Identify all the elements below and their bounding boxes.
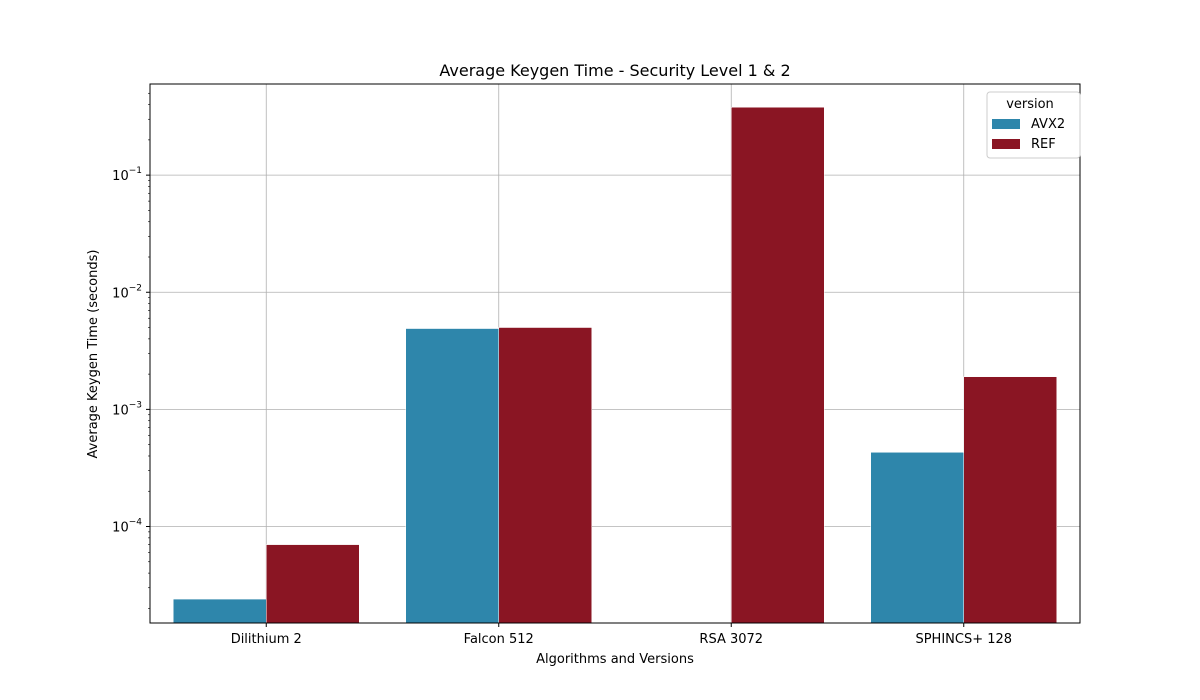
y-ticks: 10−4 10−3 10−2 10−1 xyxy=(112,92,150,609)
y-tick-label: 10−2 xyxy=(112,283,142,301)
x-tick-label: Falcon 512 xyxy=(464,632,534,647)
y-tick-label: 10−4 xyxy=(112,518,142,536)
bar-ref-3 xyxy=(963,376,1057,624)
chart-title: Average Keygen Time - Security Level 1 &… xyxy=(439,61,790,80)
bar-avx2-1 xyxy=(405,328,499,624)
legend-label-ref: REF xyxy=(1031,137,1056,152)
bar-avx2-3 xyxy=(870,452,964,624)
legend-swatch-avx2 xyxy=(992,119,1020,129)
bar-ref-2 xyxy=(731,106,825,624)
bar-ref-0 xyxy=(266,544,360,624)
x-tick-label: Dilithium 2 xyxy=(231,632,302,647)
x-tick-label: SPHINCS+ 128 xyxy=(915,632,1012,647)
bar-ref-1 xyxy=(498,327,592,624)
legend: version AVX2 REF xyxy=(986,91,1081,159)
y-tick-label: 10−1 xyxy=(112,166,142,184)
x-ticks: Dilithium 2 Falcon 512 RSA 3072 SPHINCS+ 12… xyxy=(231,623,1012,647)
legend-title: version xyxy=(1006,97,1054,112)
bar-avx2-0 xyxy=(173,598,267,624)
legend-label-avx2: AVX2 xyxy=(1031,117,1065,132)
x-tick-label: RSA 3072 xyxy=(699,632,763,647)
y-axis-label: Average Keygen Time (seconds) xyxy=(86,250,101,459)
y-tick-label: 10−3 xyxy=(112,400,142,418)
x-axis-label: Algorithms and Versions xyxy=(536,652,694,667)
bars xyxy=(173,106,1057,624)
legend-swatch-ref xyxy=(992,139,1020,149)
